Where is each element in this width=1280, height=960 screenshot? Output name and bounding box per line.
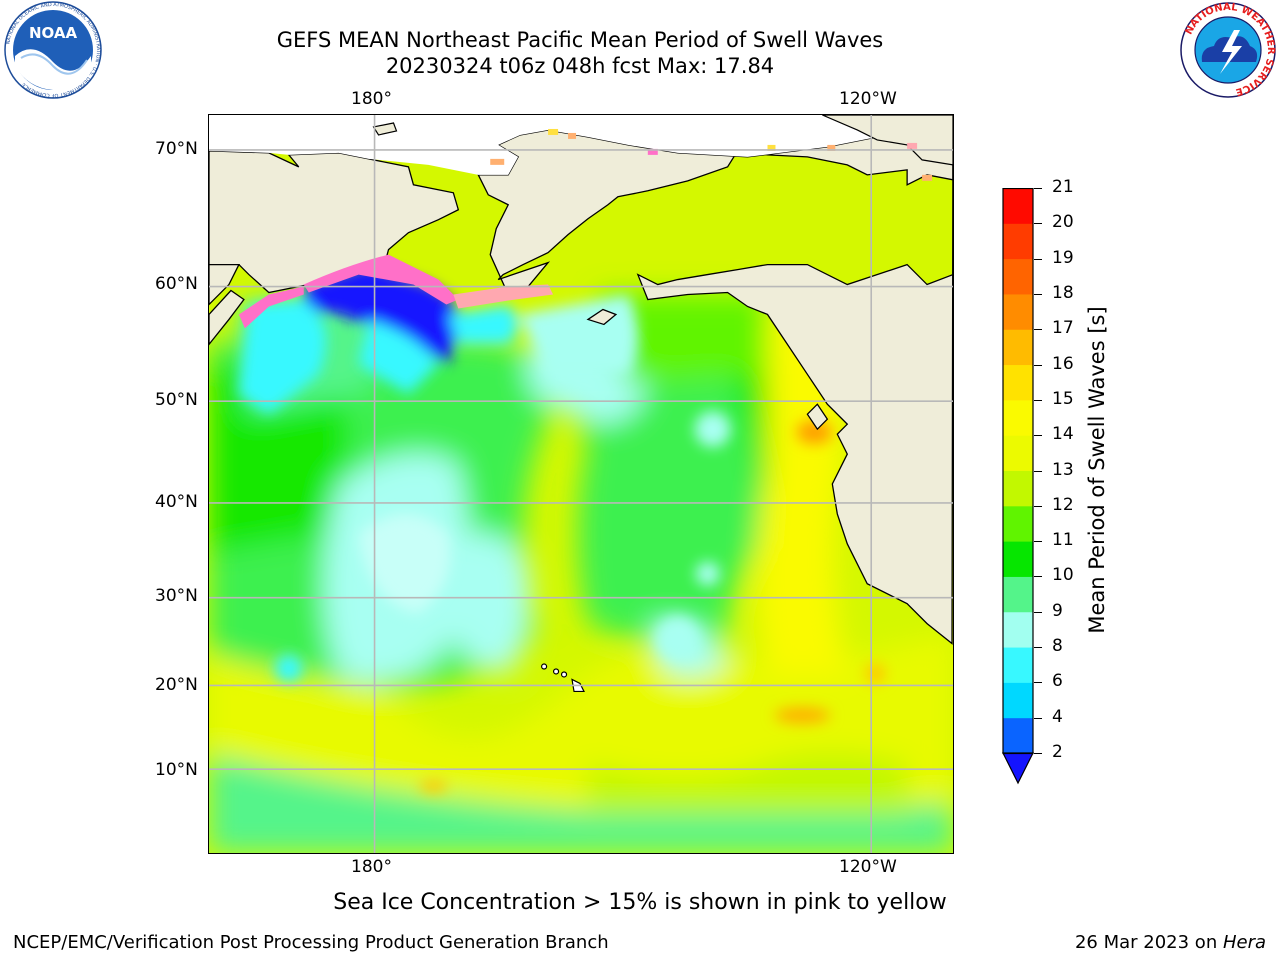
colorbar-band bbox=[1003, 611, 1033, 648]
bottom-lon-label-180: 180° bbox=[351, 857, 392, 877]
colorbar-tick-label: 9 bbox=[1052, 600, 1063, 621]
colorbar-band bbox=[1003, 541, 1033, 577]
top-lon-label-180: 180° bbox=[351, 89, 392, 109]
colorbar-tick-mark bbox=[1034, 399, 1042, 401]
colorbar-tick-label: 21 bbox=[1052, 177, 1074, 197]
colorbar-tick-mark bbox=[1034, 576, 1042, 578]
colorbar-tick-label: 6 bbox=[1052, 671, 1063, 692]
colorbar-tick-label: 20 bbox=[1052, 212, 1074, 233]
lat-label-10n: 10°N bbox=[155, 760, 198, 780]
colorbar-tick-mark bbox=[1034, 293, 1042, 295]
colorbar-band bbox=[1003, 470, 1033, 507]
colorbar-extend-arrow bbox=[1002, 752, 1034, 785]
colorbar-tick-mark bbox=[1034, 258, 1042, 260]
colorbar-band bbox=[1003, 717, 1033, 754]
lat-label-70n: 70°N bbox=[155, 139, 198, 159]
colorbar-label: Mean Period of Swell Waves [s] bbox=[1085, 306, 1109, 634]
colorbar-band bbox=[1003, 293, 1033, 330]
footer-date: 26 Mar 2023 on Hera bbox=[1075, 932, 1266, 953]
footer-host: Hera bbox=[1222, 932, 1266, 953]
colorbar-tick-mark bbox=[1034, 435, 1042, 437]
colorbar-tick-label: 17 bbox=[1052, 318, 1074, 339]
colorbar-tick-label: 19 bbox=[1052, 247, 1074, 268]
lat-label-40n: 40°N bbox=[155, 492, 198, 512]
nws-logo: NATIONAL WEATHER SERVICE bbox=[1180, 2, 1276, 98]
colorbar-tick-mark bbox=[1034, 223, 1042, 225]
colorbar-tick-label: 16 bbox=[1052, 353, 1074, 374]
colorbar-tick-mark bbox=[1034, 717, 1042, 719]
colorbar-band bbox=[1003, 329, 1033, 366]
colorbar-tick-mark bbox=[1034, 364, 1042, 366]
colorbar-band bbox=[1003, 223, 1033, 260]
colorbar-tick-label: 8 bbox=[1052, 636, 1063, 657]
colorbar-tick-mark bbox=[1034, 753, 1042, 754]
colorbar-tick-label: 15 bbox=[1052, 388, 1074, 409]
lat-label-60n: 60°N bbox=[155, 274, 198, 294]
colorbar-tick-label: 13 bbox=[1052, 459, 1074, 480]
colorbar-band bbox=[1003, 505, 1033, 542]
sea-ice-edge bbox=[238, 128, 933, 329]
colorbar-tick-mark bbox=[1034, 611, 1042, 613]
noaa-logo: NOAA NATIONAL OCEANIC AND ATMOSPHERIC AD… bbox=[4, 1, 102, 99]
colorbar-band bbox=[1003, 399, 1033, 436]
colorbar-band bbox=[1003, 188, 1033, 224]
colorbar-band bbox=[1003, 682, 1033, 719]
colorbar-tick-label: 12 bbox=[1052, 494, 1074, 515]
map-subtitle: 20230324 t06z 048h fcst Max: 17.84 bbox=[385, 54, 775, 78]
colorbar-band bbox=[1003, 258, 1033, 295]
colorbar-band bbox=[1003, 647, 1033, 683]
colorbar-tick-label: 18 bbox=[1052, 282, 1074, 303]
colorbar-frame bbox=[1002, 188, 1034, 755]
graticule bbox=[209, 115, 953, 853]
colorbar-tick-label: 10 bbox=[1052, 565, 1074, 586]
colorbar-tick-mark bbox=[1034, 470, 1042, 472]
top-lon-label-120w: 120°W bbox=[839, 89, 897, 109]
sea-ice-caption: Sea Ice Concentration > 15% is shown in … bbox=[333, 890, 947, 915]
colorbar bbox=[1002, 188, 1034, 785]
colorbar-band bbox=[1003, 435, 1033, 471]
colorbar-band bbox=[1003, 364, 1033, 401]
lat-label-30n: 30°N bbox=[155, 586, 198, 606]
colorbar-tick-mark bbox=[1034, 188, 1042, 189]
bottom-lon-label-120w: 120°W bbox=[839, 857, 897, 877]
swell-period-detail bbox=[238, 264, 886, 793]
colorbar-tick-label: 11 bbox=[1052, 530, 1074, 551]
lat-label-20n: 20°N bbox=[155, 675, 198, 695]
colorbar-tick-mark bbox=[1034, 505, 1042, 507]
noaa-logo-text: NOAA bbox=[29, 24, 78, 42]
colorbar-tick-mark bbox=[1034, 647, 1042, 649]
footer-date-text: 26 Mar 2023 on bbox=[1074, 932, 1223, 953]
swell-period-field bbox=[209, 294, 953, 853]
colorbar-tick-label: 4 bbox=[1052, 706, 1063, 727]
colorbar-tick-mark bbox=[1034, 329, 1042, 331]
colorbar-tick-mark bbox=[1034, 541, 1042, 543]
map-title: GEFS MEAN Northeast Pacific Mean Period … bbox=[276, 28, 884, 52]
colorbar-tick-label: 14 bbox=[1052, 424, 1074, 445]
swell-period-map bbox=[208, 114, 954, 854]
colorbar-band bbox=[1003, 576, 1033, 613]
colorbar-tick-mark bbox=[1034, 682, 1042, 684]
lat-label-50n: 50°N bbox=[155, 390, 198, 410]
colorbar-tick-label: 2 bbox=[1052, 742, 1063, 762]
footer-credit: NCEP/EMC/Verification Post Processing Pr… bbox=[13, 932, 609, 953]
